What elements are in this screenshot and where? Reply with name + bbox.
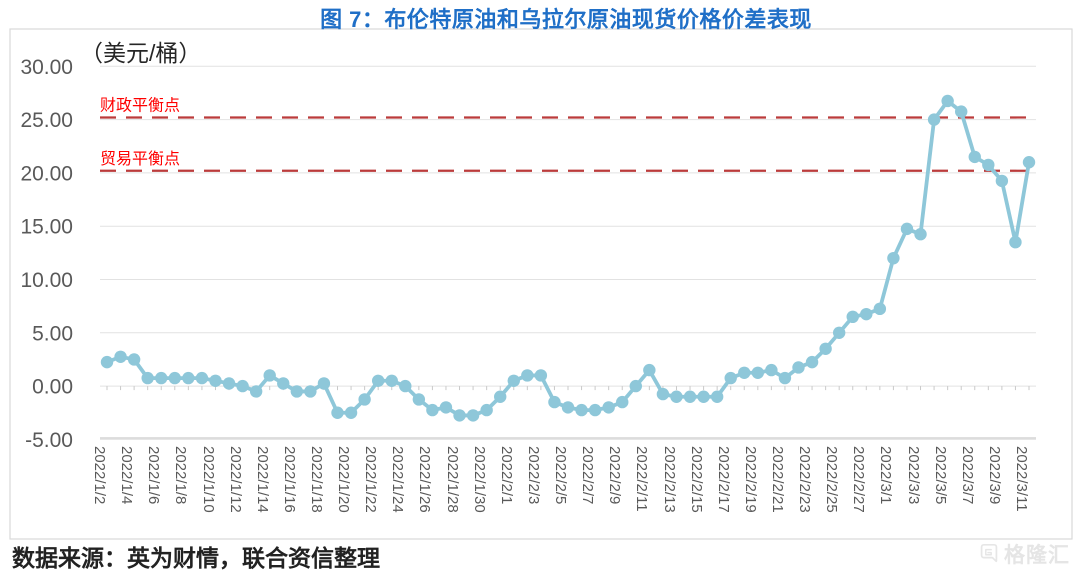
svg-text:5.00: 5.00 <box>32 322 73 345</box>
svg-text:0.00: 0.00 <box>32 376 73 399</box>
svg-text:财政平衡点: 财政平衡点 <box>100 96 180 114</box>
svg-text:15.00: 15.00 <box>20 216 73 239</box>
svg-text:-5.00: -5.00 <box>25 429 73 452</box>
svg-text:贸易平衡点: 贸易平衡点 <box>100 150 180 168</box>
svg-text:20.00: 20.00 <box>20 162 73 185</box>
svg-text:30.00: 30.00 <box>20 56 73 79</box>
svg-text:10.00: 10.00 <box>20 269 73 292</box>
svg-text:（美元/桶）: （美元/桶） <box>80 40 201 66</box>
svg-text:25.00: 25.00 <box>20 109 73 132</box>
